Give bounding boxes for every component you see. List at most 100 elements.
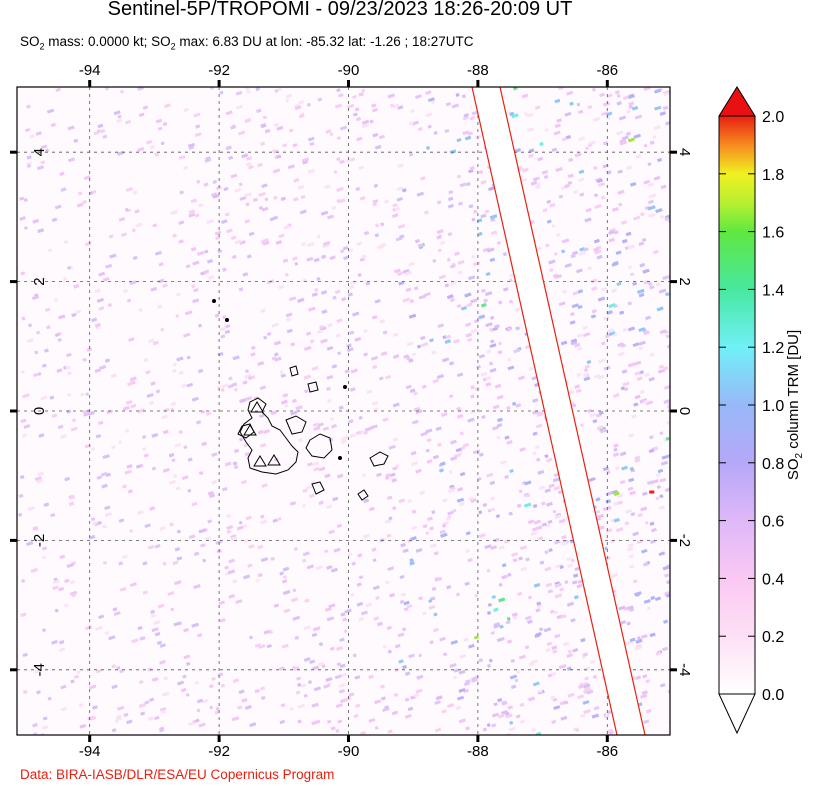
so2-pixel [496,637,503,643]
so2-pixel [636,288,645,294]
so2-pixel [393,692,399,697]
so2-pixel [325,129,332,134]
so2-pixel [128,337,135,342]
so2-pixel [573,595,579,600]
so2-pixel [336,136,342,141]
so2-pixel [250,345,256,350]
so2-pixel [214,710,220,715]
so2-pixel [517,591,523,596]
so2-pixel [147,716,154,721]
so2-pixel [243,574,251,580]
so2-pixel [482,727,487,732]
so2-pixel [182,674,187,679]
so2-pixel [508,511,513,516]
so2-pixel [54,608,59,613]
so2-pixel [196,708,201,713]
so2-pixel [549,268,554,272]
so2-pixel [530,531,538,536]
so2-pixel [534,105,541,110]
so2-pixel [330,726,336,731]
so2-pixel [563,700,569,705]
so2-pixel [111,684,118,690]
so2-pixel [295,690,301,695]
so2-pixel [263,629,271,635]
so2-pixel [466,302,473,308]
so2-pixel [58,586,64,592]
so2-pixel [203,182,209,187]
so2-pixel [546,501,553,507]
so2-pixel [413,406,421,412]
so2-pixel [31,295,40,300]
so2-pixel [560,715,568,721]
so2-pixel [477,231,483,237]
so2-pixel [103,454,110,459]
so2-pixel [303,657,311,662]
so2-pixel [174,442,181,448]
so2-pixel [536,457,541,462]
so2-pixel [374,144,382,150]
so2-pixel [159,526,166,531]
so2-pixel [533,177,538,182]
so2-pixel [637,512,643,518]
so2-pixel [545,243,550,248]
so2-pixel [466,337,473,343]
so2-pixel [470,328,478,334]
so2-pixel [331,364,338,369]
so2-pixel [648,376,655,382]
so2-pixel [326,214,335,220]
so2-pixel [585,146,590,151]
so2-pixel [143,357,149,363]
so2-pixel [49,395,55,400]
so2-pixel [140,711,146,716]
so2-pixel [484,209,490,214]
island-outline [307,381,319,393]
so2-pixel [272,215,278,221]
so2-pixel [366,389,373,395]
so2-pixel [494,383,502,389]
so2-pixel [228,155,234,160]
so2-pixel [243,538,250,543]
so2-pixel [298,438,303,443]
so2-pixel [302,488,308,493]
so2-pixel [594,203,602,209]
so2-pixel [586,689,594,695]
so2-pixel [190,198,198,204]
so2-pixel [478,170,484,175]
so2-pixel [492,425,499,431]
so2-pixel [309,493,315,499]
so2-pixel [186,382,194,388]
so2-pixel [385,473,391,478]
so2-pixel [496,423,503,428]
so2-pixel [337,473,344,479]
so2-pixel [516,503,522,508]
so2-pixel [549,203,556,208]
so2-pixel [67,265,71,270]
so2-pixel [592,419,598,424]
so2-pixel [334,103,343,109]
so2-pixel [159,659,166,665]
so2-pixel [558,194,564,199]
graticule [17,87,670,735]
so2-pixel [592,116,601,122]
so2-pixel [594,249,602,255]
so2-pixel [93,130,100,136]
so2-pixel [424,292,431,297]
so2-pixel [417,243,424,248]
so2-pixel [561,136,568,142]
so2-pixel [66,371,73,376]
so2-pixel [150,381,156,386]
so2-pixel [546,641,553,646]
so2-pixel [150,613,156,618]
so2-pixel [273,122,280,128]
so2-pixel [398,280,405,286]
so2-pixel [162,121,168,126]
so2-pixel [457,695,465,701]
so2-pixel [464,135,472,141]
so2-pixel [655,496,660,501]
so2-pixel [371,315,378,320]
so2-pixel [559,587,565,592]
island-dot [343,385,347,389]
so2-pixel [550,609,555,614]
so2-pixel [212,179,218,184]
so2-pixel [497,417,503,423]
